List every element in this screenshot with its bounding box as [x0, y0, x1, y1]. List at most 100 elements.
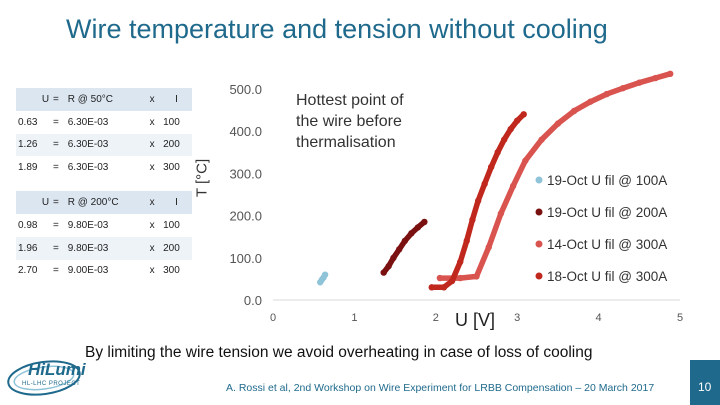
page-number-bar [690, 360, 720, 405]
table-row: 1.26 = 6.30E-03 x 200 [16, 133, 192, 157]
data-point [448, 277, 456, 285]
table-cell: x [147, 133, 162, 157]
calculation-tables: U = R @ 50°C x I 0.63 = 6.30E-03 x 100 1… [16, 88, 192, 283]
legend-marker [535, 176, 543, 184]
table-cell: 100 [161, 110, 192, 134]
data-point [652, 74, 659, 82]
legend-label: 19-Oct U fil @ 200A [547, 205, 667, 220]
table-row: 0.63 = 6.30E-03 x 100 [16, 110, 192, 134]
table-cell: 9.00E-03 [65, 259, 148, 283]
header-cell: = [51, 88, 66, 111]
table-cell: 300 [161, 156, 192, 180]
data-point [522, 157, 529, 164]
table-cell: 9.80E-03 [65, 213, 148, 237]
table-header-row: U = R @ 200°C x I [16, 191, 192, 214]
data-point [538, 136, 545, 143]
legend-label: 14-Oct U fil @ 300A [547, 237, 667, 252]
table-cell: 0.63 [16, 110, 52, 134]
slide-title: Wire temperature and tension without coo… [66, 14, 608, 44]
x-tick-label: 2 [433, 312, 439, 324]
header-cell: x [147, 88, 162, 111]
data-point [474, 197, 482, 205]
data-point [494, 149, 501, 156]
table-cell: = [51, 259, 66, 283]
data-point [520, 111, 527, 118]
series-line [437, 71, 673, 281]
data-point [587, 98, 594, 105]
x-tick-label: 4 [596, 312, 602, 324]
data-point [667, 70, 674, 78]
table-cell: 200 [161, 236, 192, 260]
chart-annotation: Hottest point of the wire before thermal… [296, 92, 404, 151]
header-cell: = [51, 191, 66, 214]
data-point [603, 90, 610, 98]
table-row: 0.98 = 9.80E-03 x 100 [16, 213, 192, 237]
data-point [440, 284, 448, 291]
data-point [428, 284, 435, 291]
y-tick-label: 0.0 [244, 293, 262, 308]
table-50c: U = R @ 50°C x I 0.63 = 6.30E-03 x 100 1… [16, 88, 192, 283]
x-tick-label: 5 [677, 312, 683, 324]
y-tick-label: 300.0 [229, 166, 262, 181]
header-cell: R @ 200°C [65, 191, 148, 214]
table-cell: = [51, 213, 66, 237]
data-point [473, 273, 480, 280]
table-cell: x [147, 236, 162, 260]
table-cell: = [51, 110, 66, 134]
data-point [380, 269, 387, 276]
data-point [500, 136, 508, 143]
table-row: 1.96 = 9.80E-03 x 200 [16, 236, 192, 260]
table-cell: x [147, 259, 162, 283]
table-header-row: U = R @ 50°C x I [16, 88, 192, 111]
header-cell: x [147, 191, 162, 214]
table-cell: 0.98 [16, 213, 52, 237]
table-cell: 1.89 [16, 156, 52, 180]
data-point [619, 84, 627, 92]
data-point [485, 244, 492, 251]
table-cell: = [51, 236, 66, 260]
table-cell: 1.96 [16, 236, 52, 260]
data-point [469, 216, 476, 224]
y-tick-label: 500.0 [229, 82, 262, 97]
x-axis-title: U [V] [455, 310, 496, 330]
logo-subtitle: HL-LHC PROJECT [22, 381, 81, 387]
legend-marker [535, 208, 543, 216]
data-point [457, 258, 464, 266]
header-cell: U [16, 191, 52, 214]
data-point [395, 246, 403, 253]
y-tick-label: 200.0 [229, 209, 262, 224]
table-cell: x [147, 213, 162, 237]
y-axis-title: T [°C] [193, 158, 211, 198]
legend-marker [535, 240, 543, 248]
data-point [414, 224, 422, 231]
data-point [507, 125, 514, 133]
data-point [570, 107, 578, 115]
table-cell: 100 [161, 213, 192, 237]
data-point [487, 163, 495, 171]
table-cell: = [51, 156, 66, 180]
data-point [481, 180, 488, 188]
table-cell: 9.80E-03 [65, 236, 148, 260]
data-point [636, 79, 643, 86]
data-point [321, 271, 329, 278]
table-spacer-row [16, 179, 192, 192]
data-point [401, 237, 409, 245]
data-point [390, 254, 397, 261]
logo-text: HiLumi [28, 360, 86, 379]
legend-marker [535, 272, 543, 280]
data-point [421, 218, 428, 226]
table-cell: = [51, 133, 66, 157]
x-tick-label: 3 [514, 312, 520, 324]
slide-caption: By limiting the wire tension we avoid ov… [85, 344, 593, 361]
data-point [408, 230, 415, 237]
table-cell: 300 [161, 259, 192, 283]
data-point [436, 274, 444, 282]
table-cell: 200 [161, 133, 192, 157]
slide-footer: A. Rossi et al, 2nd Workshop on Wire Exp… [226, 382, 655, 394]
data-point [497, 210, 505, 217]
header-cell: I [161, 88, 192, 111]
legend-label: 19-Oct U fil @ 100A [547, 173, 667, 188]
data-point [463, 237, 470, 245]
y-tick-label: 400.0 [229, 124, 262, 139]
